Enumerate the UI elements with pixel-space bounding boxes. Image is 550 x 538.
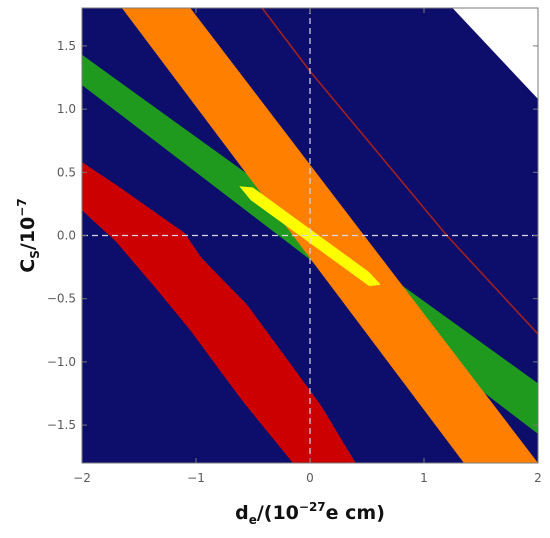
yellow-overlap [239,186,381,287]
y-tick-label: 0.5 [57,165,76,179]
regions-layer [82,8,538,463]
x-tick-label: 1 [420,471,428,485]
y-tick-label: −1.5 [47,418,76,432]
x-tick-label: −2 [73,471,91,485]
x-tick-label: 2 [534,471,542,485]
y-tick-label: −1.0 [47,355,76,369]
y-tick-label: 0.0 [57,229,76,243]
y-tick-label: −0.5 [47,292,76,306]
y-axis-title: CS/10−7 [15,198,42,272]
red-region [82,162,356,463]
x-tick-label: −1 [187,471,205,485]
x-axis-title: de/(10−27e cm) [235,500,385,527]
x-tick-label: 0 [306,471,314,485]
y-tick-label: 1.5 [57,39,76,53]
reference-lines [82,8,538,463]
orange-band [121,8,538,463]
lines-layer [261,8,538,335]
dark-red-boundary [261,8,538,335]
y-tick-label: 1.0 [57,102,76,116]
ticks-layer: −2 −1 0 1 2 −1.5 −1.0 −0.5 0.0 0.5 1.0 1.5 [47,8,542,485]
